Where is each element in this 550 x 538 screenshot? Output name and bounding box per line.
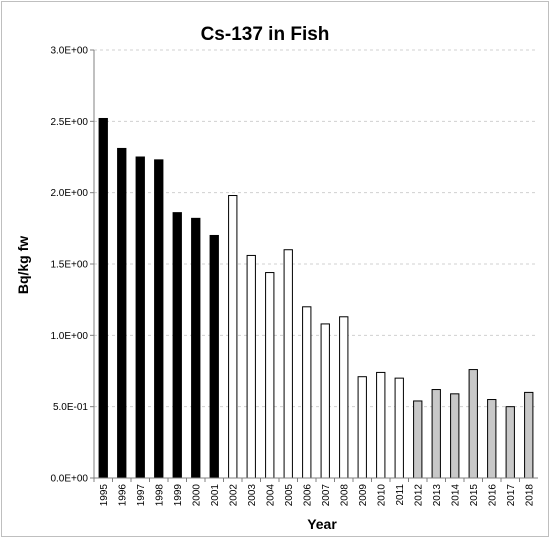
bar-2002 xyxy=(228,195,238,479)
bar-2003 xyxy=(246,254,256,479)
x-axis-label: Year xyxy=(307,516,337,532)
x-tick-label: 2011 xyxy=(395,484,406,506)
x-tick-labels: 1995 1996 1997 1998 1999 2000 2001 2002 2003 2004… xyxy=(93,478,535,507)
x-tick-label: 2002 xyxy=(228,484,239,507)
bar-2001 xyxy=(209,234,219,479)
x-tick-label: 2003 xyxy=(247,484,258,507)
x-tick-label: 2016 xyxy=(487,484,498,507)
chart-title: Cs-137 in Fish xyxy=(201,24,330,45)
bar-2008 xyxy=(339,316,349,479)
x-tick-label: 2005 xyxy=(284,484,295,507)
bar-2004 xyxy=(265,272,275,479)
bar-2000 xyxy=(191,217,201,479)
x-tick-label: 2000 xyxy=(191,484,202,507)
bar-2005 xyxy=(283,249,293,479)
y-tick-labels: 0.0E+00 5.0E-01 1.0E+00 1.5E+00 2.0E+00 2.5E+… xyxy=(50,46,94,485)
x-tick-label: 1996 xyxy=(117,484,128,507)
bar-2018 xyxy=(524,391,534,479)
bar-2010 xyxy=(376,371,386,479)
x-tick-label: 2004 xyxy=(265,484,276,507)
x-tick-label: 2017 xyxy=(506,484,517,507)
y-axis-label: Bq/kg fw xyxy=(15,236,31,294)
bar-2009 xyxy=(357,376,367,479)
bar-2006 xyxy=(302,306,312,479)
bar-2007 xyxy=(320,323,330,479)
x-tick-label: 2006 xyxy=(302,484,313,507)
y-tick-label: 3.0E+00 xyxy=(50,46,88,57)
x-tick-label: 2015 xyxy=(469,484,480,507)
bar-2016 xyxy=(487,399,497,479)
x-tick-label: 1998 xyxy=(154,484,165,507)
bar-2011 xyxy=(394,377,404,479)
bars xyxy=(98,117,534,479)
x-tick-label: 2007 xyxy=(321,484,332,507)
bar-2014 xyxy=(450,393,460,479)
y-tick-label: 0.0E+00 xyxy=(50,474,88,485)
bar-1999 xyxy=(172,212,182,479)
bar-2012 xyxy=(413,400,423,479)
bar-2017 xyxy=(505,406,515,479)
gridlines xyxy=(94,49,538,408)
x-tick-label: 2008 xyxy=(339,484,350,507)
bar-1997 xyxy=(135,156,145,479)
bar-2013 xyxy=(431,389,441,479)
x-tick-label: 2013 xyxy=(432,484,443,507)
y-tick-label: 2.0E+00 xyxy=(50,188,88,199)
x-tick-label: 1999 xyxy=(173,484,184,507)
bar-1995 xyxy=(98,117,108,479)
x-tick-label: 2012 xyxy=(413,484,424,507)
y-tick-label: 5.0E-01 xyxy=(53,402,88,413)
y-tick-label: 1.0E+00 xyxy=(50,331,88,342)
bar-1996 xyxy=(117,147,127,479)
bar-1998 xyxy=(154,159,164,479)
x-tick-label: 1995 xyxy=(99,484,110,507)
x-tick-label: 2001 xyxy=(210,484,221,507)
bar-2015 xyxy=(468,369,478,479)
x-tick-label: 2014 xyxy=(450,484,461,507)
x-tick-label: 2018 xyxy=(524,484,535,507)
x-tick-label: 2010 xyxy=(376,484,387,507)
y-tick-label: 2.5E+00 xyxy=(50,117,88,128)
y-tick-label: 1.5E+00 xyxy=(50,260,88,271)
x-tick-label: 1997 xyxy=(136,484,147,507)
x-tick-label: 2009 xyxy=(358,484,369,507)
